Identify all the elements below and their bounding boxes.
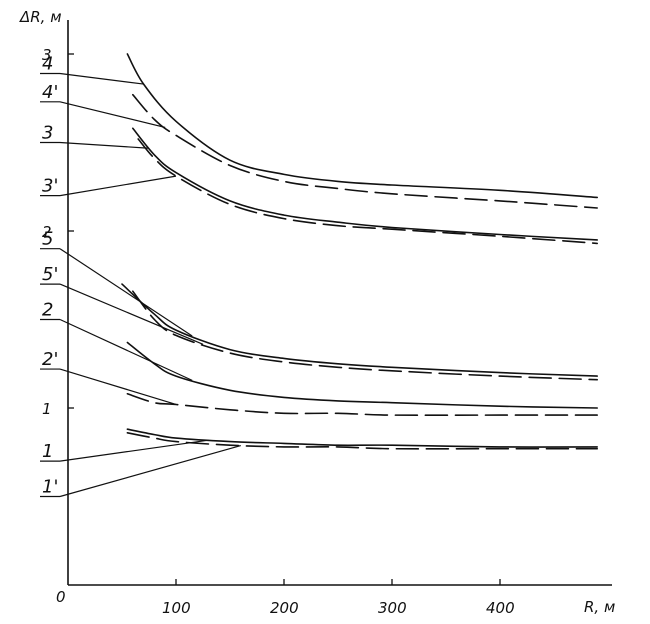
series-label-4: 4	[42, 53, 53, 74]
series-label-5: 5	[42, 229, 53, 250]
x-tick-label: 200	[270, 599, 299, 617]
leader-line-5-prime	[59, 283, 204, 345]
series-label-3-prime: 3'	[42, 176, 58, 197]
y-tick-label: 2	[42, 223, 52, 241]
leader-line-5	[59, 248, 193, 337]
series-label-1: 1	[42, 441, 53, 462]
y-axis-label: ΔR, м	[19, 8, 62, 26]
leader-line-2-prime	[59, 368, 177, 406]
leader-line-1	[59, 439, 209, 462]
curve-2-prime	[126, 393, 598, 417]
series-label-5-prime: 5'	[42, 264, 58, 285]
curve-1-prime	[126, 432, 598, 450]
curve-3-prime	[137, 138, 598, 245]
curve-2	[126, 341, 598, 409]
series-label-2-prime: 2'	[42, 349, 58, 370]
curves-layer	[121, 53, 598, 450]
tick-layer: 100 200 300 400 1 2 3	[42, 46, 515, 617]
y-tick-label: 3	[42, 46, 52, 64]
y-tick-label: 1	[42, 400, 52, 418]
series-label-1-prime: 1'	[42, 477, 58, 498]
x-axis-label: R, м	[584, 598, 615, 616]
leader-line-2	[59, 318, 193, 381]
x-tick-label: 300	[378, 599, 407, 617]
series-label-3: 3	[42, 123, 53, 144]
leader-line-3	[59, 141, 150, 149]
curve-4-prime	[132, 93, 598, 209]
curve-4	[126, 53, 598, 199]
series-labels-layer: 4 4' 3 3' 5 5' 2 2' 1 1'	[40, 53, 241, 498]
x-tick-label: 100	[162, 599, 191, 617]
leader-line-1-prime	[59, 444, 241, 498]
leader-line-3-prime	[59, 175, 177, 197]
origin-label: 0	[56, 588, 66, 606]
series-label-2: 2	[42, 300, 53, 321]
leader-line-4-prime	[59, 101, 166, 129]
curve-1	[126, 428, 598, 448]
curve-3	[132, 127, 598, 241]
series-label-4-prime: 4'	[42, 82, 58, 103]
x-tick-label: 400	[486, 599, 515, 617]
curve-5	[121, 283, 598, 377]
leader-line-4	[59, 72, 144, 85]
